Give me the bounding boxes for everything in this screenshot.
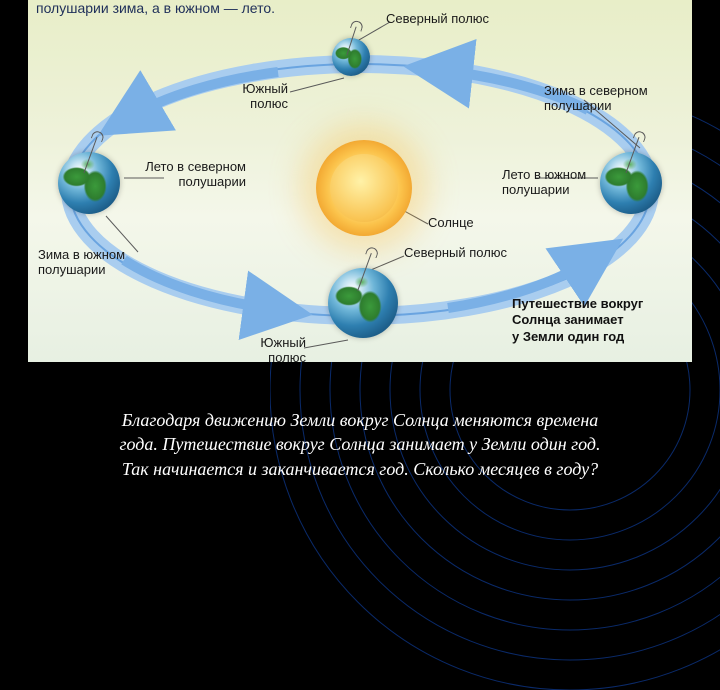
label-winter-south: Зима в южномполушарии [38, 248, 125, 278]
earth-left [58, 152, 120, 214]
earth-bottom [328, 268, 398, 338]
label-sun: Солнце [428, 216, 474, 231]
label-summer-south: Лето в южномполушарии [502, 168, 586, 198]
caption-line-2: года. Путешествие вокруг Солнца занимает… [36, 432, 684, 456]
label-winter-north: Зима в северномполушарии [544, 84, 648, 114]
journey-caption: Путешествие вокругСолнца занимаету Земли… [512, 296, 688, 345]
sun [316, 140, 412, 236]
label-south-pole-top: Южный полюс [204, 82, 288, 112]
label-north-pole-top: Северный полюс [386, 12, 489, 27]
earth-right [600, 152, 662, 214]
label-north-pole-bottom: Северный полюс [404, 246, 507, 261]
diagram-panel: полушарии зима, а в южном — лето. [28, 0, 692, 362]
label-south-pole-bottom: Южный полюс [246, 336, 306, 362]
slide-caption: Благодаря движению Земли вокруг Солнца м… [36, 408, 684, 481]
label-summer-north: Лето в северномполушарии [126, 160, 246, 190]
caption-line-3: Так начинается и заканчивается год. Скол… [36, 457, 684, 481]
caption-line-1: Благодаря движению Земли вокруг Солнца м… [36, 408, 684, 432]
